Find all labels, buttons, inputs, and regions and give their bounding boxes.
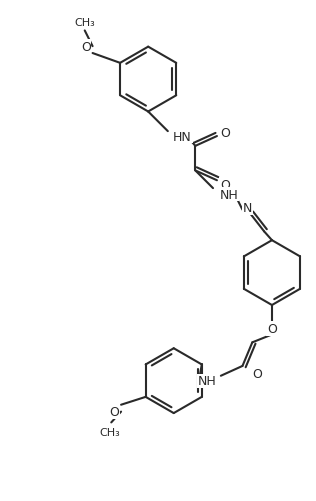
Text: NH: NH <box>219 188 238 201</box>
Text: O: O <box>109 405 119 418</box>
Text: O: O <box>81 41 91 54</box>
Text: CH₃: CH₃ <box>74 18 95 28</box>
Text: CH₃: CH₃ <box>99 427 120 437</box>
Text: O: O <box>220 178 230 191</box>
Text: O: O <box>220 126 230 139</box>
Text: O: O <box>267 323 277 336</box>
Text: O: O <box>252 368 262 381</box>
Text: NH: NH <box>198 374 216 387</box>
Text: HN: HN <box>173 130 192 143</box>
Text: N: N <box>243 202 252 215</box>
